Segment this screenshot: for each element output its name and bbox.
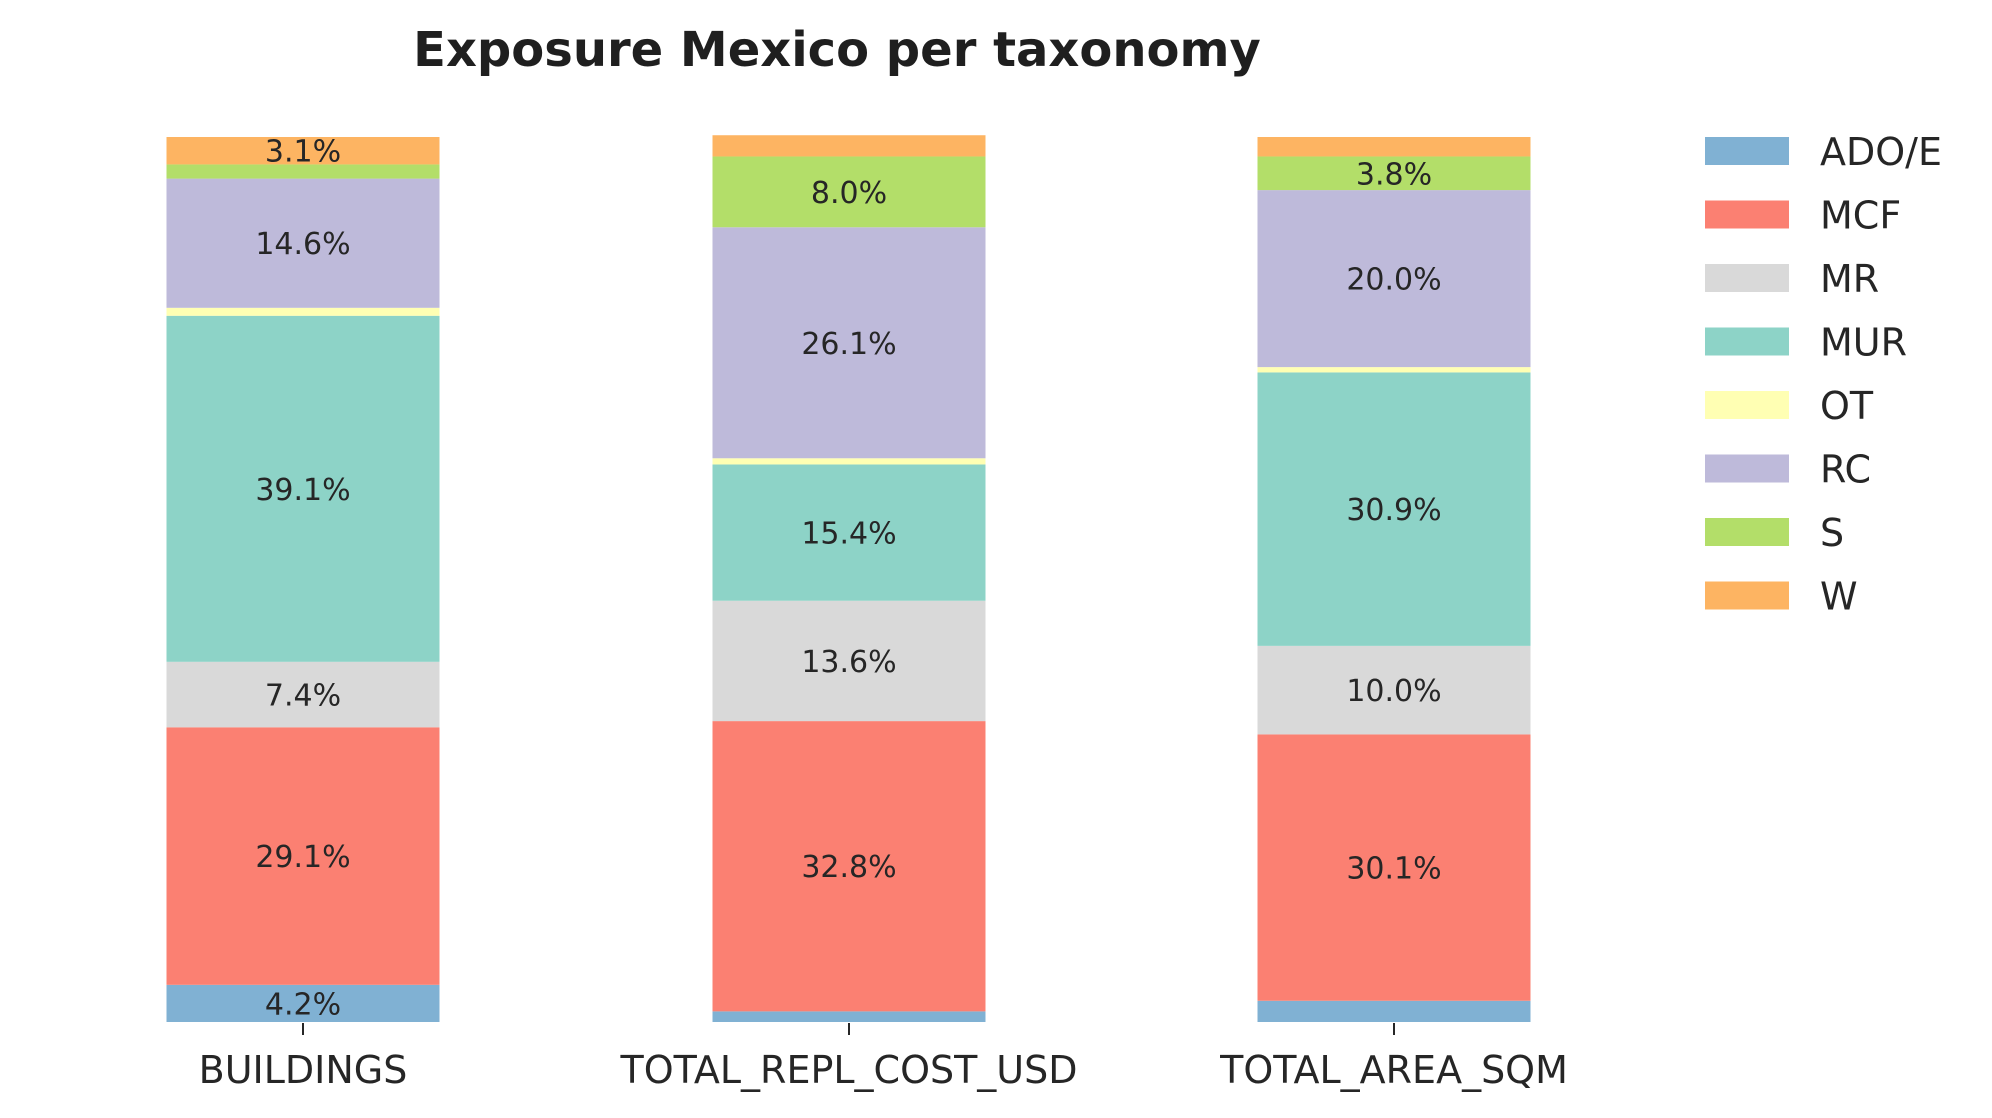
bar-segment-buildings-w [166,137,440,165]
legend-swatch-rc [1705,454,1789,483]
chart-title: Exposure Mexico per taxonomy [413,22,1261,78]
bar-segment-total-repl-cost-usd-w [712,135,986,157]
legend-label: OT [1820,384,1874,428]
legend-label: MR [1820,257,1879,301]
bar-segment-total-repl-cost-usd-mur [712,464,986,601]
x-tick-label: TOTAL_AREA_SQM [1219,1048,1568,1092]
legend-swatch-adoe [1705,137,1789,165]
segment-label: 15.4% [801,517,896,552]
bar-segment-total-area-sqm-ot [1257,367,1531,373]
bar-segment-total-repl-cost-usd-ot [712,458,986,465]
bar-segment-buildings-rc [166,178,440,308]
segment-label: 30.1% [1346,852,1441,887]
segment-label: 26.1% [801,327,896,362]
segment-label: 20.0% [1346,263,1441,298]
legend-swatch-mcf [1705,200,1789,229]
segment-label: 4.2% [265,987,341,1022]
legend-swatch-mr [1705,264,1789,292]
bars-group [166,135,1531,1022]
bar-segment-total-area-sqm-mr [1257,645,1531,735]
segment-label: 3.8% [1356,157,1432,192]
legend: ADO/E MCF MR MUR OT RC SW [1705,130,1942,619]
legend-swatch-mur [1705,327,1789,356]
legend-swatch-s [1705,518,1789,546]
legend-label: RC [1820,448,1871,492]
segment-label: 39.1% [255,473,350,508]
legend-label: ADO/E [1820,130,1942,174]
bar-segment-buildings-mcf [166,727,440,985]
segment-label: 30.9% [1346,493,1441,528]
legend-label: MUR [1820,321,1907,365]
bar-segment-total-area-sqm-rc [1257,190,1531,368]
segment-label: 3.1% [265,135,341,170]
bar-segment-total-repl-cost-usd-rc [712,227,986,459]
bar-segment-buildings-mr [166,661,440,728]
bar-segment-total-area-sqm-s [1257,156,1531,191]
bar-segment-total-area-sqm-mur [1257,372,1531,646]
bar-segment-buildings-s [166,164,440,179]
bar-segment-total-repl-cost-usd-mcf [712,721,986,1012]
bar-segment-buildings-mur [166,315,440,662]
bar-segment-total-area-sqm-adoe [1257,1000,1531,1022]
bar-segment-total-repl-cost-usd-s [712,156,986,228]
segment-label: 8.0% [811,176,887,211]
segment-label: 32.8% [801,850,896,885]
segment-label: 14.6% [255,227,350,262]
bar-segment-total-area-sqm-mcf [1257,734,1531,1001]
bar-segment-buildings-ot [166,307,440,316]
x-tick-label: BUILDINGS [199,1048,408,1092]
legend-swatch-ot [1705,391,1789,419]
segment-label: 7.4% [265,679,341,714]
legend-label: MCF [1820,194,1901,238]
bar-segment-buildings-adoe [166,984,440,1022]
bar-segment-total-repl-cost-usd-mr [712,600,986,722]
legend-label: S [1820,511,1844,555]
legend-swatch-w [1705,581,1789,610]
x-tick-label: TOTAL_REPL_COST_USD [619,1048,1077,1092]
bar-segment-total-area-sqm-w [1257,137,1531,157]
segment-label: 13.6% [801,645,896,680]
segment-labels-group: 4.2% 29.1% 7.4% 39.1% 14.6% 3.1% 32.8% 13.6% 15.… [255,135,1441,1023]
legend-label: W [1820,575,1858,619]
segment-label: 10.0% [1346,674,1441,709]
segment-label: 29.1% [255,840,350,875]
bar-segment-total-repl-cost-usd-adoe [712,1011,986,1022]
x-axis: BUILDINGS TOTAL_REPL_COST_USD TOTAL_AREA_S… [199,1023,1568,1092]
